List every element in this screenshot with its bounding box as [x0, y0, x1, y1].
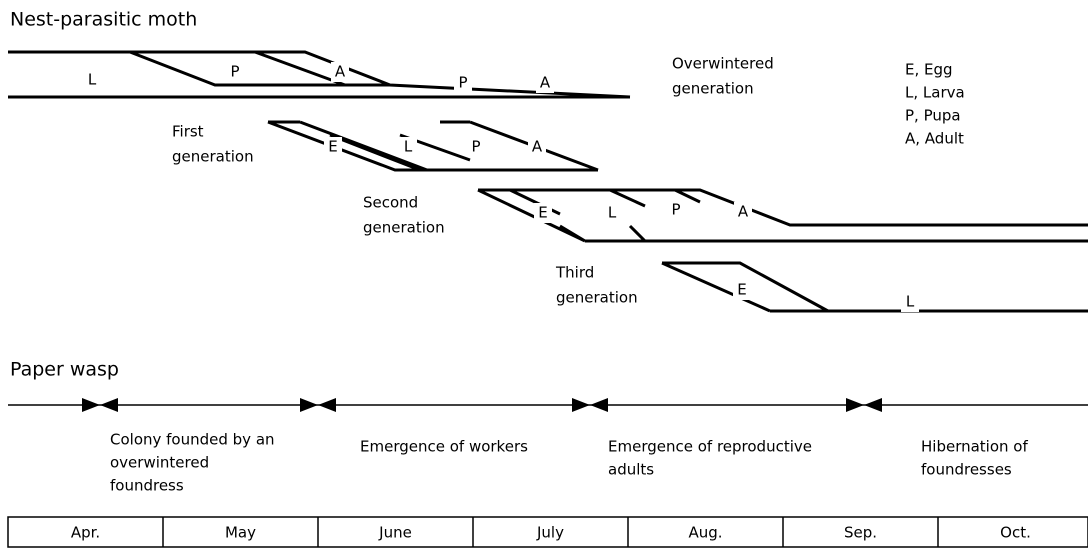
stage-label-bg — [467, 137, 485, 157]
phase-label: overwintered — [110, 454, 209, 472]
stage-label-bg — [534, 203, 552, 223]
month-axis — [7, 516, 1088, 548]
stage-label-bg — [324, 137, 342, 157]
stage-label: L — [404, 138, 413, 156]
legend-entry: P, Pupa — [905, 107, 961, 125]
stage-label: A — [335, 63, 346, 81]
stage-label: P — [458, 74, 467, 92]
generation-label: Third — [555, 264, 594, 282]
stage-label: L — [88, 71, 97, 89]
month-label: June — [378, 524, 412, 542]
phase-label: foundresses — [921, 461, 1012, 479]
month-label: Sep. — [844, 524, 877, 542]
stage-label: L — [906, 293, 915, 311]
first-band — [267, 120, 599, 172]
legend-entry: E, Egg — [905, 61, 953, 79]
stage-label-bg — [667, 200, 685, 220]
stage-label: A — [738, 203, 749, 221]
stage-label-bg — [226, 62, 244, 82]
phase-label: foundress — [110, 477, 184, 495]
stage-label: E — [328, 138, 337, 156]
generation-label: generation — [672, 80, 754, 98]
phase-label: Hibernation of — [921, 438, 1028, 456]
moth-title: Nest-parasitic moth — [10, 9, 197, 31]
generation-label: generation — [363, 219, 445, 237]
phase-label: Emergence of workers — [360, 438, 528, 456]
wasp-timeline — [8, 398, 1088, 412]
stage-label-bg — [901, 292, 919, 312]
phase-label: Emergence of reproductive — [608, 438, 812, 456]
stage-label-bg — [399, 137, 417, 157]
second-band — [477, 188, 1088, 243]
stage-label: A — [532, 138, 543, 156]
phase-label: adults — [608, 461, 654, 479]
stage-label-bg — [734, 202, 752, 222]
stage-label: P — [671, 201, 680, 219]
generation-label: generation — [556, 289, 638, 307]
month-label: July — [536, 524, 564, 542]
stage-label: A — [540, 74, 551, 92]
legend-entry: L, Larva — [905, 84, 965, 102]
stage-label-bg — [83, 70, 101, 90]
stage-label: P — [230, 63, 239, 81]
stage-label-bg — [528, 137, 546, 157]
month-label: Apr. — [71, 524, 100, 542]
phase-label: Colony founded by an — [110, 431, 275, 449]
stage-label-bg — [603, 203, 621, 223]
generation-label: First — [172, 123, 204, 141]
generation-label: Second — [363, 194, 418, 212]
wasp-title: Paper wasp — [10, 359, 119, 381]
stage-label: E — [538, 204, 547, 222]
stage-label-bg — [454, 73, 472, 93]
month-label: Aug. — [688, 524, 722, 542]
generation-label: generation — [172, 148, 254, 166]
stage-label: E — [737, 281, 746, 299]
stage-label-bg — [536, 73, 554, 93]
generation-label: Overwintered — [672, 55, 774, 73]
stage-label: L — [608, 204, 617, 222]
month-label: May — [225, 524, 256, 542]
stage-label-bg — [733, 280, 751, 300]
month-label: Oct. — [1000, 524, 1031, 542]
stage-label: P — [471, 138, 480, 156]
stage-label-bg — [331, 62, 349, 82]
third-band — [661, 261, 1088, 313]
legend-entry: A, Adult — [905, 130, 964, 148]
